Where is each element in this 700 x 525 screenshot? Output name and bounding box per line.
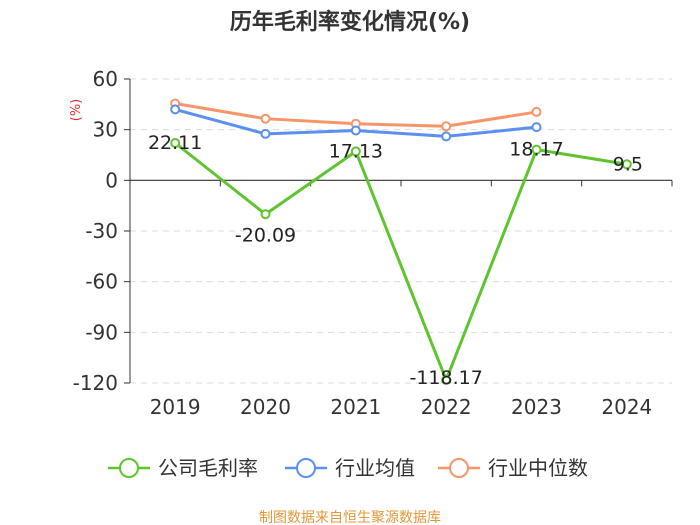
data-labels: 22.11 -20.09 17.13 -118.17 18.17 9.5 bbox=[148, 132, 643, 389]
x-tick-label: 2023 bbox=[511, 395, 562, 419]
x-tick-label: 2024 bbox=[601, 395, 652, 419]
y-tick-label: -90 bbox=[85, 320, 118, 344]
legend-label: 公司毛利率 bbox=[158, 456, 258, 480]
data-point bbox=[350, 146, 361, 157]
y-tick-label: -30 bbox=[85, 219, 118, 243]
legend-item: 公司毛利率 bbox=[108, 456, 258, 480]
y-tick-label: -120 bbox=[73, 371, 118, 395]
data-label: 9.5 bbox=[613, 153, 643, 175]
data-point bbox=[170, 137, 181, 148]
x-tick-label: 2020 bbox=[240, 395, 291, 419]
legend-marker bbox=[296, 458, 316, 478]
chart-title: 历年毛利率变化情况(%) bbox=[230, 9, 470, 35]
data-point bbox=[441, 131, 452, 142]
data-point bbox=[260, 113, 271, 124]
data-point bbox=[621, 159, 632, 170]
y-tick-label: 30 bbox=[93, 118, 118, 142]
data-point bbox=[531, 106, 542, 117]
data-label: -20.09 bbox=[235, 224, 296, 246]
data-point bbox=[531, 122, 542, 133]
data-label: -118.17 bbox=[409, 367, 482, 389]
x-tick-label: 2022 bbox=[421, 395, 472, 419]
data-label: 18.17 bbox=[509, 139, 563, 161]
data-point bbox=[350, 125, 361, 136]
source-note: 制图数据来自恒生聚源数据库 bbox=[259, 510, 441, 525]
legend-item: 行业中位数 bbox=[438, 456, 588, 480]
legend-label: 行业中位数 bbox=[488, 456, 588, 480]
x-tick-label: 2021 bbox=[330, 395, 381, 419]
data-point bbox=[260, 209, 271, 220]
x-tick-label: 2019 bbox=[150, 395, 201, 419]
data-point bbox=[170, 104, 181, 115]
series-line bbox=[174, 141, 628, 382]
grid-lines bbox=[130, 78, 672, 384]
y-tick-label: 0 bbox=[105, 168, 118, 192]
legend-label: 行业均值 bbox=[335, 456, 415, 480]
series-lines bbox=[170, 98, 632, 385]
legend-marker bbox=[449, 458, 469, 478]
y-axis-label: (%) bbox=[69, 99, 84, 122]
y-tick-label: -60 bbox=[85, 270, 118, 294]
y-tick-label: 60 bbox=[93, 67, 118, 91]
legend: 公司毛利率 行业均值 行业中位数 bbox=[108, 456, 588, 480]
data-label: 17.13 bbox=[329, 140, 383, 162]
legend-marker bbox=[119, 458, 139, 478]
data-label: 22.11 bbox=[148, 132, 202, 154]
axes: 60 30 0 -30 -60 -90 -120 2019 2020 2021 2022 2023 20… bbox=[73, 67, 673, 419]
data-point bbox=[531, 144, 542, 155]
legend-item: 行业均值 bbox=[285, 456, 415, 480]
data-point bbox=[441, 121, 452, 132]
data-point bbox=[260, 128, 271, 139]
data-point bbox=[441, 374, 452, 385]
